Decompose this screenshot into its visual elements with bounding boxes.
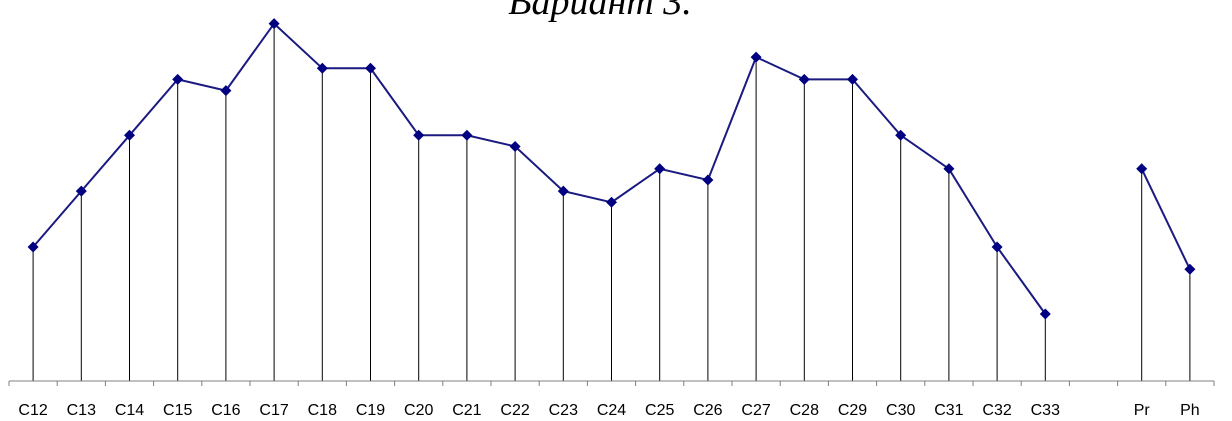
x-tick-label: C23 xyxy=(549,402,578,419)
data-point xyxy=(1039,308,1051,320)
data-point xyxy=(1136,163,1148,175)
data-point xyxy=(172,73,184,85)
x-tick-label: C16 xyxy=(211,402,240,419)
data-point xyxy=(268,18,280,30)
drop-lines xyxy=(32,23,1191,381)
x-tick-label: Ph xyxy=(1180,402,1200,419)
x-tick-labels: C12 C13 C14 C15 C16 C17 C18 C19 C20 C21 C22 C23 C24 C… xyxy=(18,402,1199,419)
series-line xyxy=(1140,168,1191,270)
x-tick-label: C14 xyxy=(115,402,144,419)
x-tick-label: C12 xyxy=(18,402,47,419)
x-tick-label: Pr xyxy=(1134,402,1151,419)
x-axis xyxy=(8,380,1215,386)
data-point xyxy=(220,85,232,97)
x-tick-label: C33 xyxy=(1031,402,1060,419)
data-point xyxy=(557,185,569,197)
data-point xyxy=(316,62,328,74)
data-point xyxy=(750,51,762,63)
x-tick-label: C15 xyxy=(163,402,192,419)
x-tick-label: C31 xyxy=(934,402,963,419)
x-tick-label: C28 xyxy=(790,402,819,419)
series-line xyxy=(32,22,1047,315)
x-tick-label: C17 xyxy=(259,402,288,419)
x-tick-label: C27 xyxy=(741,402,770,419)
x-tick-label: C24 xyxy=(597,402,626,419)
x-tick-label: C25 xyxy=(645,402,674,419)
data-point xyxy=(943,163,955,175)
data-point xyxy=(1184,263,1196,275)
data-point xyxy=(509,140,521,152)
data-point xyxy=(702,174,714,186)
x-tick-label: C19 xyxy=(356,402,385,419)
x-tick-label: C32 xyxy=(982,402,1011,419)
series xyxy=(27,18,1196,320)
data-point xyxy=(124,129,135,141)
data-point xyxy=(991,241,1003,253)
data-point xyxy=(461,129,473,141)
data-point xyxy=(847,73,858,85)
x-tick-label: C22 xyxy=(500,402,529,419)
data-point xyxy=(606,196,617,208)
x-tick-label: C13 xyxy=(67,402,96,419)
x-tick-label: C26 xyxy=(693,402,722,419)
data-point xyxy=(895,129,907,141)
chart-title: Вариант 3. xyxy=(508,0,692,23)
x-tick-label: C20 xyxy=(404,402,433,419)
data-point xyxy=(413,129,425,141)
data-point xyxy=(75,185,87,197)
x-tick-label: C30 xyxy=(886,402,915,419)
x-tick-label: C29 xyxy=(838,402,867,419)
data-point xyxy=(365,62,376,74)
data-point xyxy=(27,241,39,253)
data-point xyxy=(798,73,810,85)
x-tick-label: C18 xyxy=(308,402,337,419)
data-point xyxy=(654,163,666,175)
x-tick-label: C21 xyxy=(452,402,481,419)
